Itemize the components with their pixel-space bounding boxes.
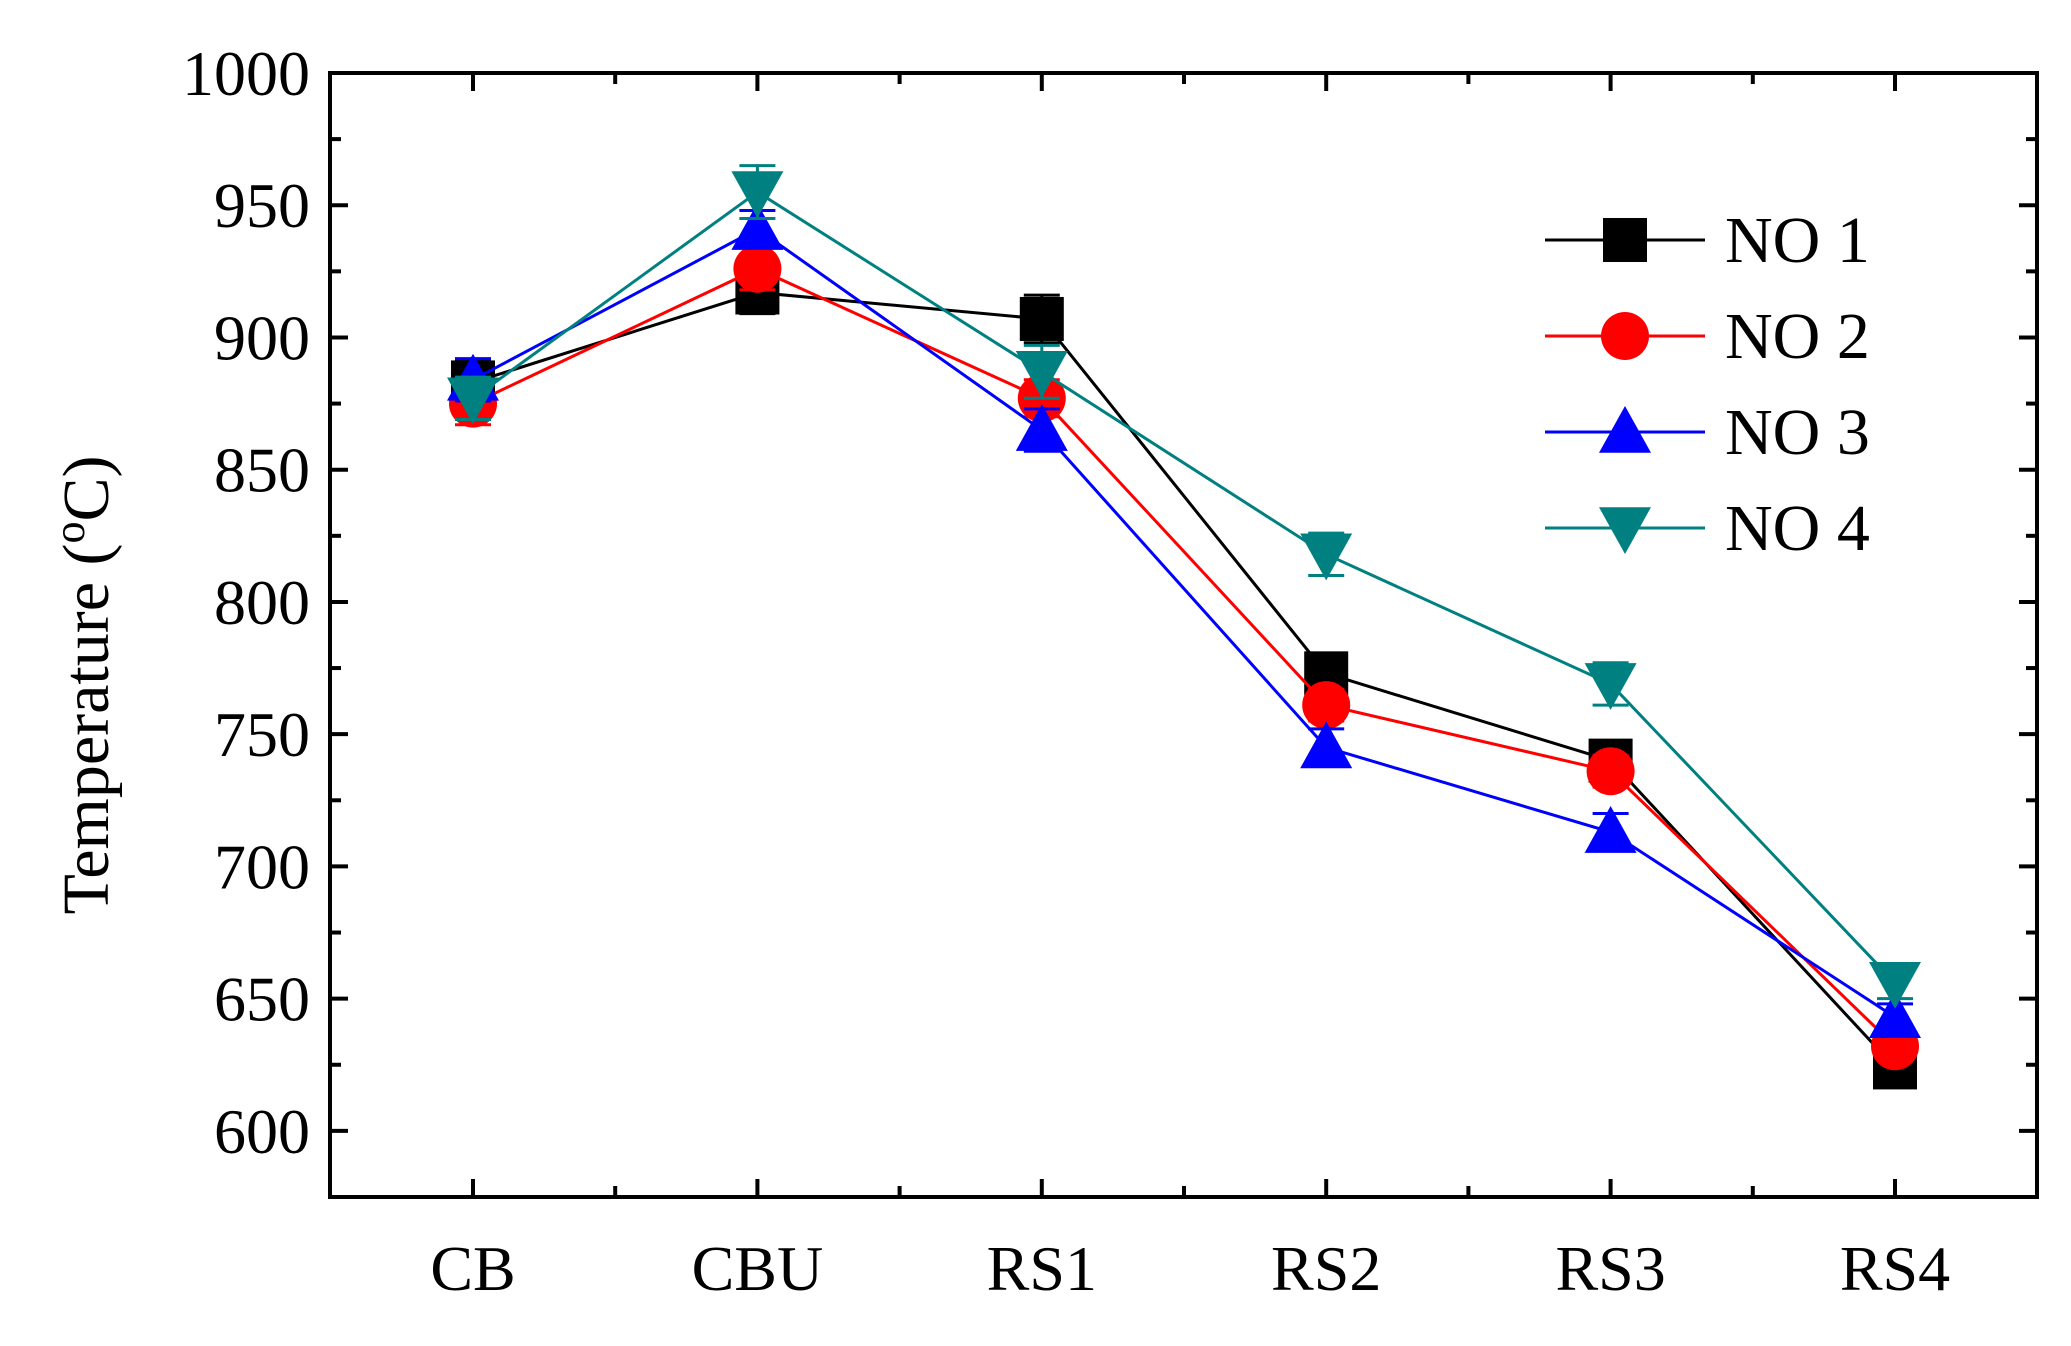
y-axis-title-main: Temperature ( <box>50 544 123 915</box>
data-point <box>1869 991 1921 1038</box>
data-point <box>1015 351 1068 398</box>
y-axis-title-degree: o <box>45 522 94 544</box>
data-point <box>1300 533 1353 581</box>
legend-marker <box>1603 218 1647 262</box>
legend-label: NO 3 <box>1725 396 1870 469</box>
data-point <box>1584 663 1637 710</box>
legend-item: NO 2 <box>1545 300 1870 373</box>
x-tick-label: RS4 <box>1840 1233 1950 1304</box>
series-2 <box>449 244 1919 1071</box>
y-tick-label: 950 <box>214 170 310 241</box>
series-line <box>472 267 1897 1048</box>
y-tick-label: 600 <box>214 1096 310 1167</box>
y-tick-label: 1000 <box>182 38 310 109</box>
y-axis-title-unit: C) <box>50 456 123 522</box>
y-axis-title-text: Temperature (oC) <box>45 456 123 915</box>
data-point <box>731 171 784 219</box>
x-tick-label: RS2 <box>1271 1233 1381 1304</box>
series-line <box>472 290 1897 1069</box>
series-4 <box>447 164 1921 1009</box>
data-point <box>1584 806 1637 853</box>
series-line <box>472 227 1896 1019</box>
data-point <box>1015 404 1068 451</box>
legend-label: NO 2 <box>1725 300 1870 373</box>
data-point <box>1302 681 1351 730</box>
y-tick-label: 750 <box>214 699 310 770</box>
legend-item: NO 1 <box>1545 204 1870 277</box>
data-point <box>1019 296 1064 341</box>
legend-item: NO 4 <box>1545 492 1870 565</box>
legend-item: NO 3 <box>1545 396 1870 469</box>
data-point <box>1869 961 1921 1009</box>
data-point <box>731 203 784 250</box>
x-tick-label: CBU <box>692 1233 824 1304</box>
y-axis-title: Temperature (oC) <box>45 456 123 915</box>
y-tick-label: 800 <box>214 567 310 638</box>
x-tick-label: RS3 <box>1555 1233 1665 1304</box>
series-line <box>472 190 1897 984</box>
series-1 <box>451 269 1917 1090</box>
x-tick-label: CB <box>430 1233 515 1304</box>
data-point <box>447 377 499 425</box>
legend-marker <box>1599 507 1651 554</box>
legend-label: NO 4 <box>1725 492 1870 565</box>
data-point <box>1300 721 1353 769</box>
data-point <box>1586 747 1635 796</box>
legend-label: NO 1 <box>1725 204 1870 277</box>
y-tick-label: 900 <box>214 302 310 373</box>
legend-marker <box>1599 406 1651 453</box>
plot-area: 600 650 700 750 800 850 900 950 1000 CB CBU RS1 RS2 R… <box>182 38 2039 1304</box>
y-tick-label: 650 <box>214 964 310 1035</box>
data-point <box>733 244 782 293</box>
legend: NO 1 NO 2 NO 3 NO 4 <box>1545 204 1870 565</box>
legend-marker <box>1601 312 1649 360</box>
y-tick-label: 700 <box>214 831 310 902</box>
x-tick-label: RS1 <box>987 1233 1097 1304</box>
series-3 <box>447 203 1921 1038</box>
y-tick-label: 850 <box>214 435 310 506</box>
